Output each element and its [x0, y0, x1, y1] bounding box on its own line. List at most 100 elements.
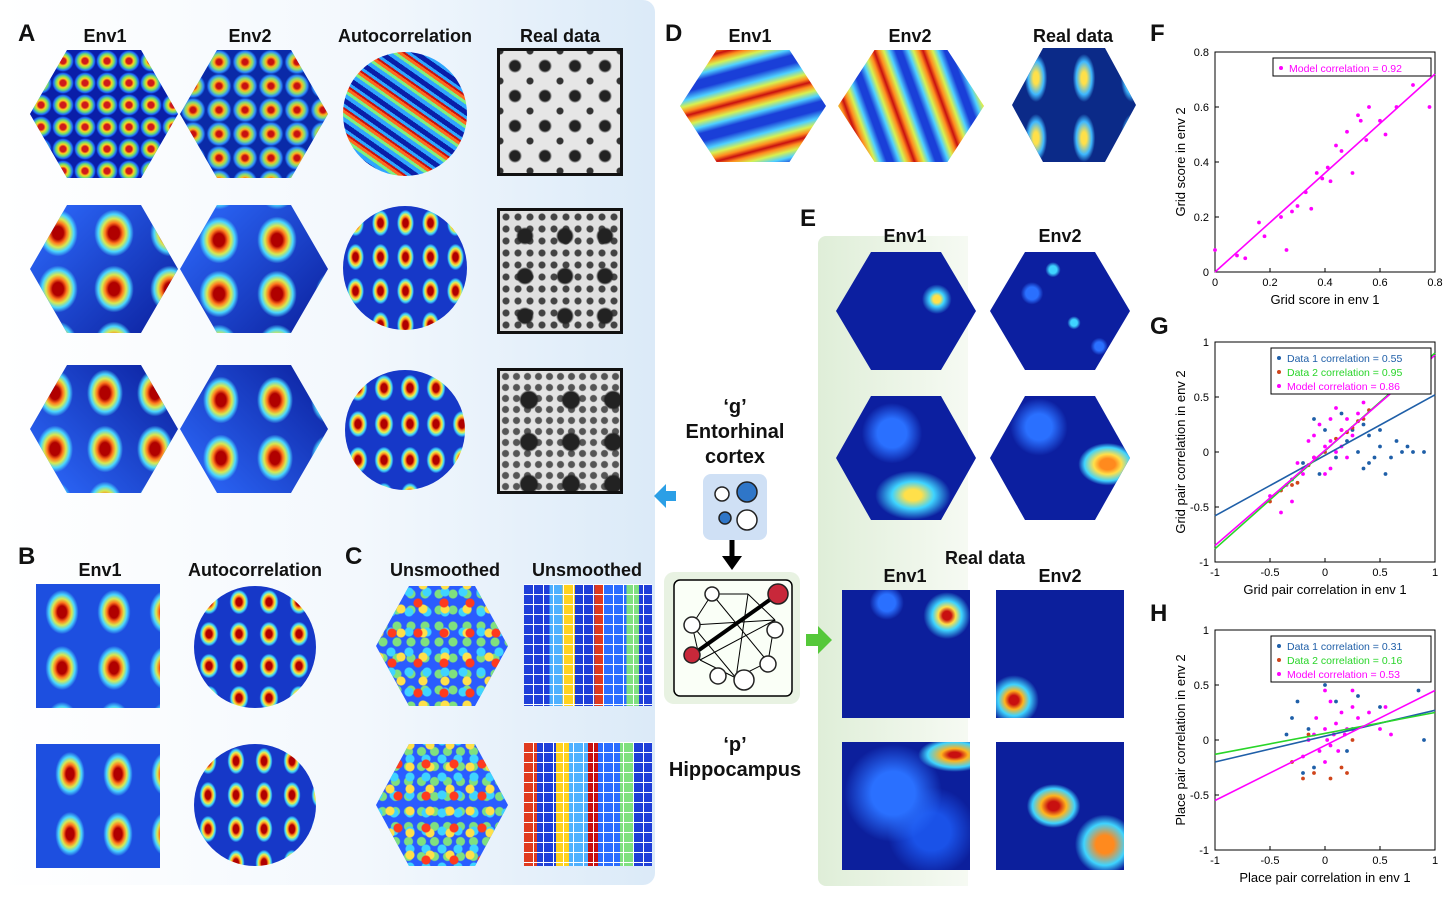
data-point: [1361, 400, 1366, 405]
p-neuron: [733, 669, 755, 691]
p-neuron-active: [683, 646, 701, 664]
panel-e-col-env2: Env2: [1038, 226, 1082, 246]
p-neuron: [683, 616, 701, 634]
data-point: [1367, 710, 1371, 715]
data-point: [1317, 422, 1322, 427]
data-point: [1279, 510, 1283, 515]
data-point: [1317, 749, 1322, 753]
real-place-cell-map: [842, 742, 970, 870]
panel-b-letter: B: [18, 543, 36, 570]
data-point: [1325, 738, 1330, 742]
data-point: [1301, 776, 1305, 781]
right-arrow-green-icon: [806, 626, 832, 654]
cortex-label: cortex: [704, 446, 766, 468]
y-tick-label: -0.5: [1190, 502, 1209, 514]
data-point: [1290, 209, 1294, 214]
data-point: [1345, 455, 1349, 460]
data-point: [1389, 732, 1393, 737]
data-point: [1314, 716, 1319, 720]
x-tick-label: 0.5: [1372, 567, 1387, 579]
data-point: [1411, 450, 1415, 454]
real-data-spike-map: [497, 208, 623, 334]
legend-marker: [1277, 644, 1281, 648]
heatmap-grid-cell: [30, 365, 178, 493]
data-point: [1389, 455, 1393, 460]
y-tick-label: 0: [1203, 735, 1209, 747]
data-point: [1320, 176, 1325, 181]
panel-d-col-env1: Env1: [728, 26, 772, 46]
data-point: [1290, 716, 1294, 720]
data-point: [1328, 776, 1333, 781]
panel-e-real-data-title: Real data: [944, 548, 1026, 568]
y-tick-label: 1: [1203, 337, 1209, 349]
data-point: [1323, 428, 1327, 432]
data-point: [1400, 450, 1404, 454]
data-point: [1336, 749, 1341, 753]
panel-a-col-autocorrelation: Autocorrelation: [337, 26, 472, 46]
data-point: [1411, 83, 1415, 87]
legend-label: Data 1 correlation = 0.55: [1287, 353, 1402, 365]
panel-a-letter: A: [18, 20, 36, 47]
legend-box: [1270, 347, 1432, 395]
p-label: ‘p’: [723, 734, 747, 756]
legend-marker: [1277, 658, 1281, 662]
hippocampus-label: Hippocampus: [668, 759, 802, 781]
p-neuron: [759, 655, 777, 673]
data-point: [1350, 433, 1355, 438]
data-point: [1350, 705, 1355, 709]
data-point: [1295, 461, 1300, 465]
square-unsmoothed-map: [524, 742, 652, 866]
data-point: [1378, 444, 1382, 449]
y-tick-label: -0.5: [1190, 790, 1209, 802]
data-point: [1345, 771, 1349, 775]
y-tick-label: -1: [1199, 845, 1209, 857]
panel-a-col-env2: Env2: [228, 26, 272, 46]
data-point: [1367, 433, 1371, 438]
panel-e-letter: E: [800, 205, 817, 232]
p-neuron: [766, 621, 784, 639]
autocorrelation-map: [345, 370, 465, 490]
data-point: [1295, 480, 1300, 485]
panel-d-col-real-data: Real data: [1032, 26, 1114, 46]
x-axis-label: Grid pair correlation in env 1: [1243, 582, 1406, 597]
data-point: [1328, 743, 1333, 748]
heatmap-grid-cell: [36, 744, 160, 868]
legend-box: [1272, 57, 1432, 77]
data-point: [1301, 461, 1305, 465]
y-tick-label: 0.8: [1194, 47, 1209, 59]
data-point: [1328, 439, 1333, 443]
g-neuron: [736, 509, 758, 531]
data-point: [1306, 439, 1311, 443]
data-point: [1235, 253, 1239, 258]
panel-f-letter: F: [1150, 20, 1165, 47]
regression-line: [1214, 711, 1436, 756]
scatter-plot-place-pair-correlation: -1 -0.5 0 0.5 1 -1 -0.5 0 0.5 1 Place pair correla…: [1173, 625, 1438, 885]
data-point: [1394, 439, 1399, 443]
data-point: [1339, 710, 1344, 715]
data-point: [1339, 149, 1344, 153]
g-label: ‘g’: [723, 396, 747, 418]
data-point: [1328, 179, 1333, 184]
data-point: [1405, 444, 1410, 449]
data-point: [1334, 450, 1338, 454]
data-point: [1367, 105, 1371, 109]
data-point: [1350, 738, 1355, 742]
panel-g-letter: G: [1150, 313, 1169, 340]
panel-d-col-env2: Env2: [888, 26, 932, 46]
real-data-band-map: [1012, 48, 1136, 162]
x-axis-label: Grid score in env 1: [1270, 292, 1379, 307]
heatmap-grid-cell: [36, 584, 160, 708]
data-point: [1213, 248, 1217, 252]
data-point: [1325, 165, 1330, 170]
legend-marker: [1277, 384, 1281, 388]
legend-label: Data 2 correlation = 0.16: [1287, 655, 1402, 667]
autocorrelation-map: [194, 744, 316, 866]
band-cell-map: [838, 50, 984, 162]
real-place-cell-map: [996, 590, 1124, 718]
data-point: [1323, 688, 1327, 693]
data-point: [1306, 732, 1311, 737]
real-place-cell-map: [842, 590, 970, 718]
data-point: [1416, 688, 1421, 693]
legend-label: Model correlation = 0.92: [1289, 63, 1402, 75]
data-point: [1328, 417, 1333, 421]
